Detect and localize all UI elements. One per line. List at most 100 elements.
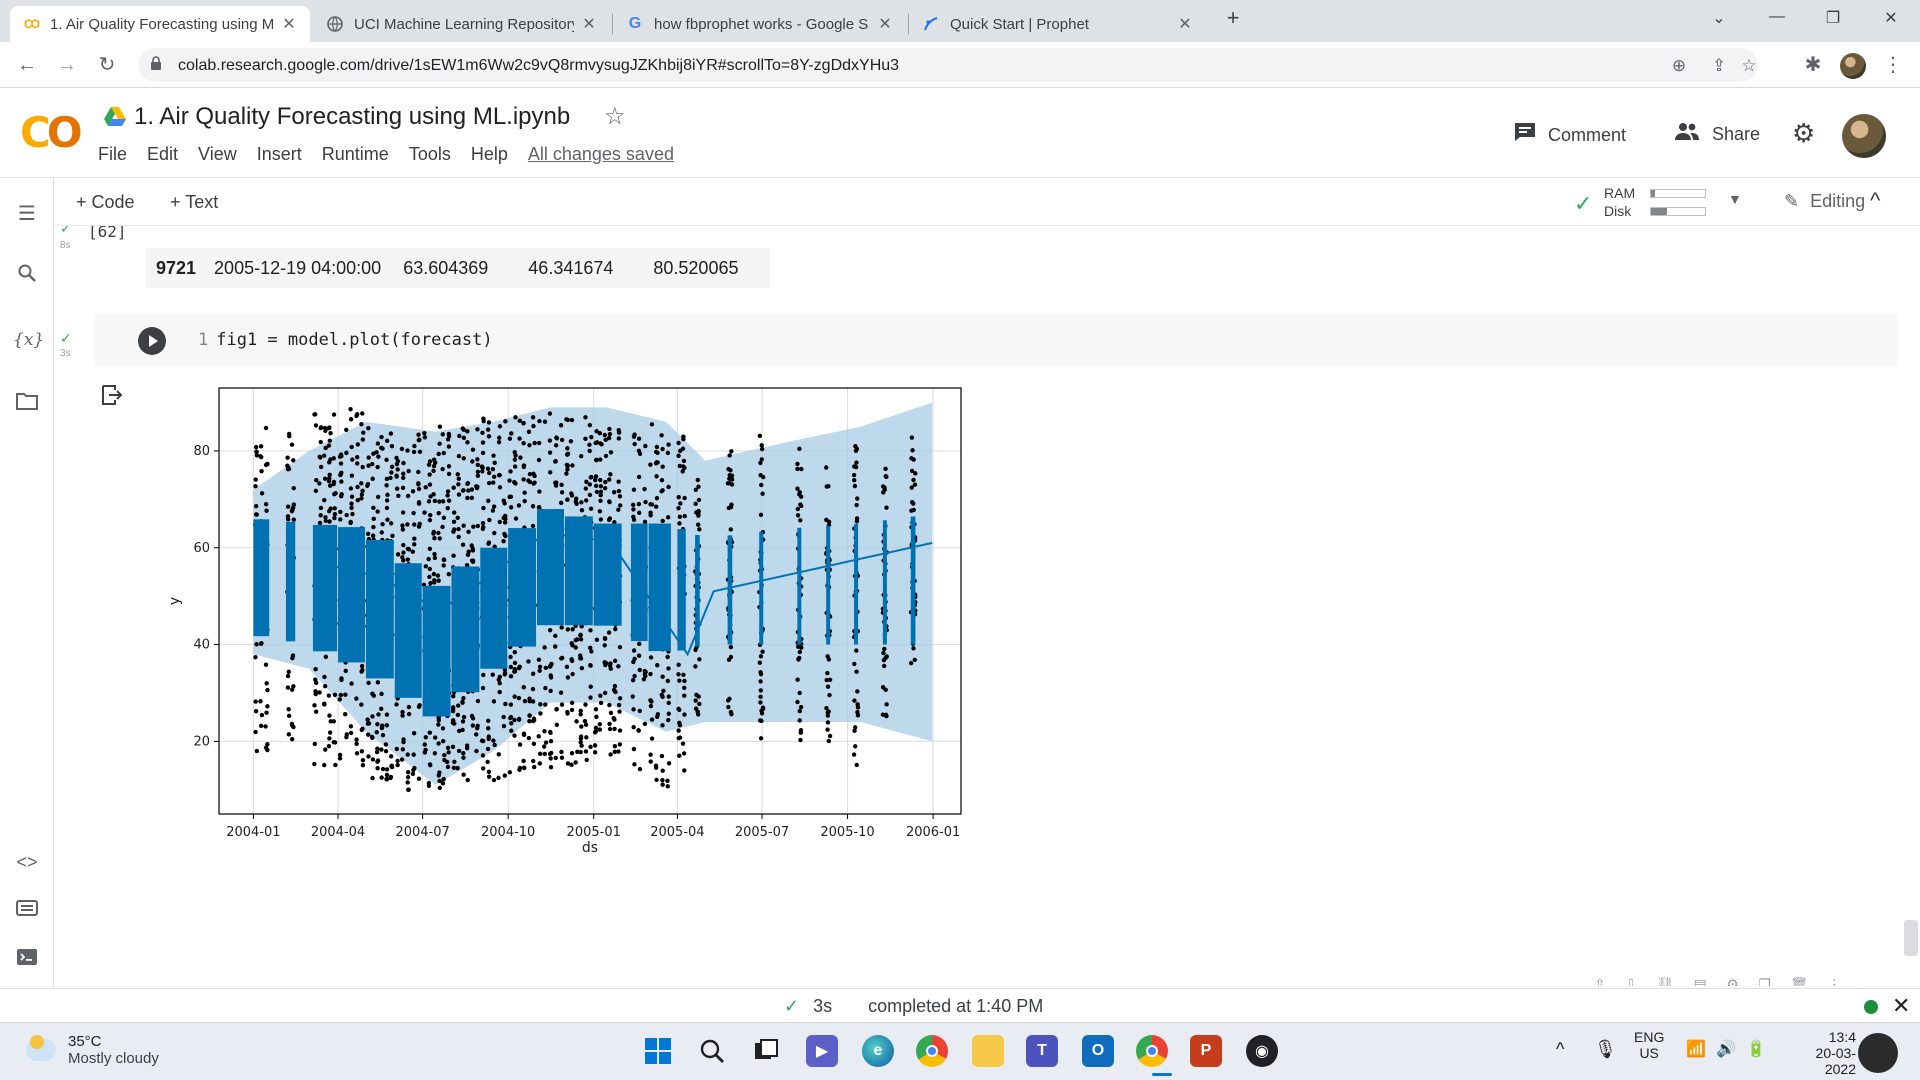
command-palette-icon[interactable] [13, 896, 41, 924]
tab-air-quality[interactable]: CO 1. Air Quality Forecasting using M ✕ [10, 6, 310, 42]
active-app-indicator [1152, 1073, 1172, 1076]
x-tick-label: 2005-01 [567, 825, 621, 840]
window-close-icon[interactable]: ✕ [1884, 10, 1898, 27]
wifi-icon[interactable]: 📶 [1686, 1041, 1706, 1058]
run-cell-button[interactable] [138, 327, 166, 355]
outlook-icon[interactable]: O [1082, 1035, 1114, 1067]
output-menu-icon[interactable] [100, 384, 124, 406]
close-icon[interactable]: ✕ [282, 16, 296, 33]
task-view-icon[interactable] [750, 1035, 782, 1067]
variables-icon[interactable]: {x} [13, 330, 45, 350]
back-icon[interactable]: ← [17, 54, 37, 76]
terminal-icon[interactable] [13, 946, 41, 974]
cell-success-check-icon: ✓ [60, 226, 72, 236]
tab-title: UCI Machine Learning Repository [354, 15, 574, 33]
chrome-active-icon[interactable] [1136, 1035, 1168, 1067]
menu-tools[interactable]: Tools [408, 144, 451, 164]
browser-menu-icon[interactable]: ⋮ [1883, 54, 1903, 76]
notebook-title[interactable]: 1. Air Quality Forecasting using ML.ipyn… [134, 103, 571, 130]
menu-help[interactable]: Help [470, 144, 508, 164]
close-icon[interactable]: ✕ [878, 16, 892, 33]
observed-cluster [285, 431, 297, 742]
edge-icon[interactable]: e [862, 1035, 894, 1067]
teams-icon[interactable]: T [1026, 1035, 1058, 1067]
taskbar-search-icon[interactable] [696, 1035, 728, 1067]
menu-runtime[interactable]: Runtime [321, 144, 389, 164]
tab-google-search[interactable]: G how fbprophet works - Google S ✕ [614, 6, 906, 42]
save-status-link[interactable]: All changes saved [527, 144, 674, 164]
lock-icon [151, 56, 161, 70]
x-tick-label: 2005-10 [820, 825, 874, 840]
code-snippets-icon[interactable]: <> [16, 852, 38, 872]
battery-icon[interactable]: 🔋 [1746, 1041, 1766, 1058]
minimize-icon[interactable]: — [1769, 8, 1785, 25]
share-page-icon[interactable]: ⇪ [1711, 56, 1727, 75]
bookmark-star-icon[interactable]: ☆ [1741, 56, 1757, 75]
add-text-button[interactable]: + Text [170, 192, 219, 212]
x-tick-label: 2004-01 [226, 825, 280, 840]
ram-usage-bar [1650, 189, 1706, 198]
close-status-icon[interactable]: ✕ [1892, 993, 1911, 1018]
dataframe-row: 9721 2005-12-19 04:00:00 63.604369 46.34… [146, 248, 771, 288]
teams-chat-icon[interactable]: ▶ [806, 1035, 838, 1067]
menu-view[interactable]: View [198, 144, 237, 164]
notebook-content: ✓ 8s [62] 9721 2005-12-19 04:00:00 63.60… [54, 226, 1920, 986]
file-explorer-icon[interactable] [972, 1035, 1004, 1067]
restore-icon[interactable]: ❐ [1825, 10, 1841, 27]
cell-yhat: 63.604369 [403, 257, 489, 278]
volume-icon[interactable]: 🔊 [1716, 1041, 1736, 1058]
address-bar[interactable]: colab.research.google.com/drive/1sEW1m6W… [138, 48, 1758, 82]
browser-tab-strip: CO 1. Air Quality Forecasting using M ✕ … [0, 0, 1920, 42]
forecast-band [593, 523, 622, 626]
runtime-dropdown-icon[interactable]: ▼ [1728, 191, 1742, 207]
share-button[interactable]: Share [1674, 122, 1760, 146]
y-tick-label: 20 [193, 734, 210, 749]
menu-insert[interactable]: Insert [256, 144, 302, 164]
colab-logo[interactable]: CO [20, 108, 83, 157]
files-folder-icon[interactable] [13, 390, 41, 418]
profile-avatar[interactable] [1840, 53, 1866, 79]
tray-overflow-chevron-icon[interactable]: ^ [1556, 1039, 1565, 1059]
plot-frame [218, 387, 962, 815]
y-tick-label: 80 [193, 444, 210, 459]
extensions-icon[interactable]: ✱ [1804, 54, 1822, 76]
menu-file[interactable]: File [98, 144, 128, 164]
close-icon[interactable]: ✕ [1178, 16, 1192, 33]
powerpoint-icon[interactable]: P [1190, 1035, 1222, 1067]
clock[interactable]: 13:4 20-03-2022 [1786, 1029, 1856, 1077]
new-tab-button[interactable]: + [1226, 5, 1240, 30]
collapse-header-chevron-icon[interactable]: ^ [1870, 188, 1881, 213]
microphone-icon[interactable]: 🎙 [1594, 1039, 1617, 1059]
chrome-icon[interactable] [916, 1035, 948, 1067]
menu-edit[interactable]: Edit [147, 144, 179, 164]
comment-button[interactable]: Comment [1514, 122, 1626, 148]
tab-search-chevron-icon[interactable]: ⌄ [1712, 10, 1726, 27]
forecast-band [727, 535, 733, 645]
y-tick-label: 40 [193, 638, 210, 653]
cell-toolbar-icons[interactable]: ⇧ ⇩ ⛓ ▤ ⚙ ❐ 🗑 ⋮ [1594, 976, 1842, 986]
code-cell[interactable]: 1 fig1 = model.plot(forecast) [94, 314, 1898, 366]
search-icon[interactable] [13, 262, 41, 290]
scrollbar-thumb[interactable] [1904, 920, 1918, 956]
forecast-band [826, 525, 831, 645]
table-of-contents-icon[interactable]: ☰ [18, 203, 36, 225]
zoom-icon[interactable]: ⊕ [1671, 56, 1687, 75]
editing-mode-button[interactable]: ✎ Editing [1784, 191, 1865, 212]
google-drive-icon[interactable] [104, 107, 126, 127]
settings-gear-icon[interactable]: ⚙ [1792, 118, 1816, 148]
tab-uci[interactable]: UCI Machine Learning Repository ✕ [314, 6, 610, 42]
close-icon[interactable]: ✕ [582, 16, 596, 33]
windows-start-icon[interactable] [642, 1035, 674, 1067]
forward-icon[interactable]: → [57, 54, 77, 76]
add-code-button[interactable]: + Code [76, 192, 135, 212]
comment-icon [1514, 122, 1536, 148]
language-indicator[interactable]: ENG US [1634, 1029, 1664, 1061]
code-editor-line[interactable]: 1 fig1 = model.plot(forecast) [198, 330, 493, 350]
resource-monitor[interactable]: ✓ RAM Disk ▼ [1522, 185, 1752, 221]
reload-icon[interactable]: ↻ [98, 54, 116, 76]
account-avatar[interactable] [1842, 114, 1886, 158]
tab-prophet[interactable]: Quick Start | Prophet ✕ [910, 6, 1206, 42]
obs-icon[interactable]: ◉ [1246, 1035, 1278, 1067]
weather-widget[interactable]: 35°C Mostly cloudy [26, 1033, 159, 1067]
star-icon[interactable]: ☆ [604, 103, 626, 130]
